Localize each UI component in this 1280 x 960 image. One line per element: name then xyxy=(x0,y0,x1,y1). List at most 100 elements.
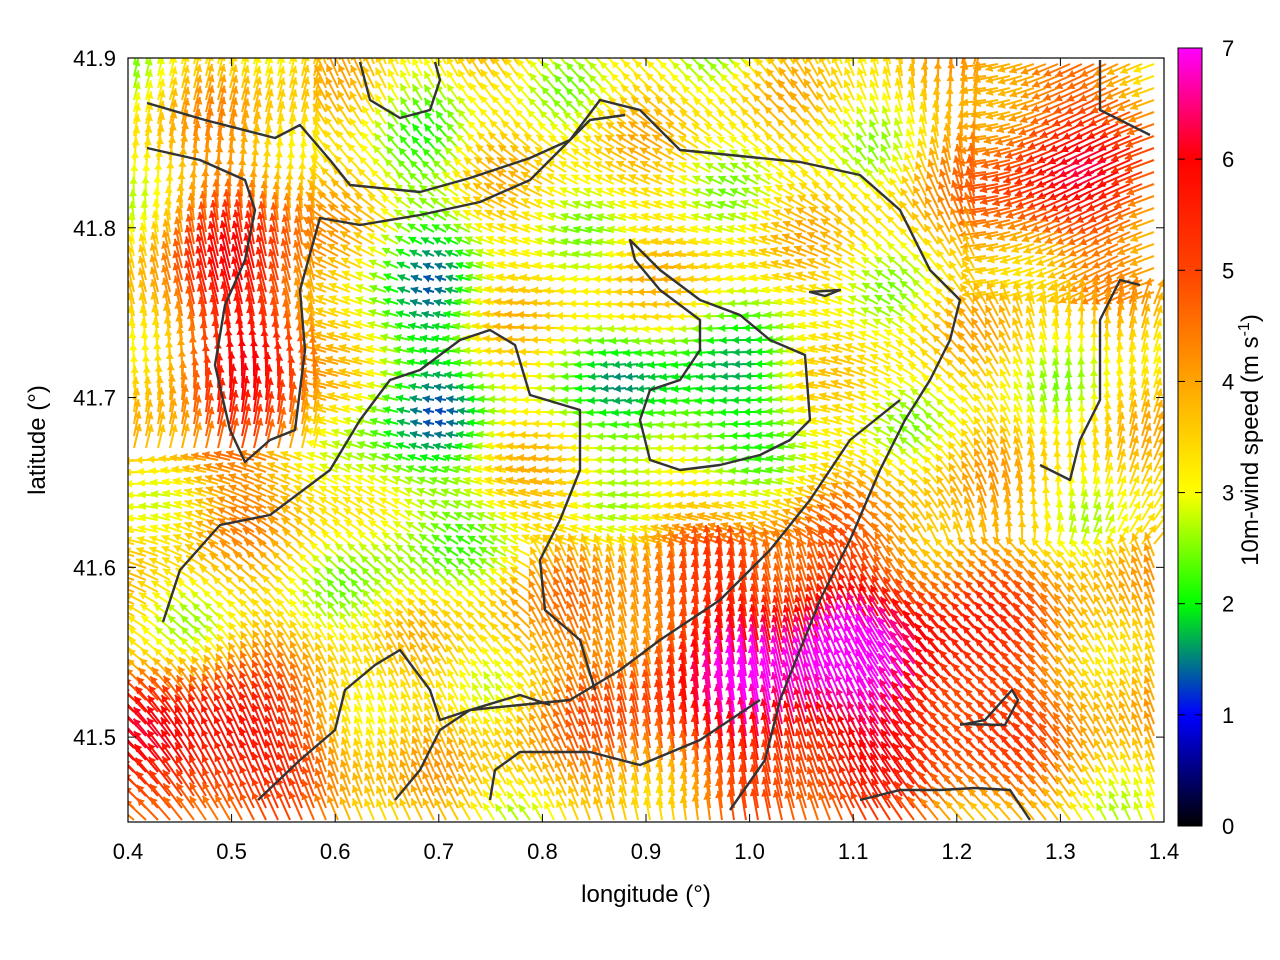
wind-arrow-head xyxy=(301,43,309,51)
wind-arrow-head xyxy=(627,134,636,142)
wind-arrow-head xyxy=(1090,226,1099,234)
wind-arrow-head xyxy=(436,44,443,52)
wind-arrow-head xyxy=(155,136,164,145)
wind-arrow-head xyxy=(375,80,383,89)
wind-arrow-head xyxy=(841,157,849,166)
wind-arrow-head xyxy=(421,160,430,169)
wind-arrow-head xyxy=(616,134,625,142)
wind-arrow-head xyxy=(869,119,877,128)
wind-arrow xyxy=(900,58,903,65)
wind-arrow-head xyxy=(991,174,1000,183)
wind-arrow-head xyxy=(941,145,950,154)
wind-arrow-head xyxy=(645,72,654,81)
wind-arrow-head xyxy=(431,224,440,232)
wind-arrow-head xyxy=(925,196,933,206)
wind-arrow-head xyxy=(218,85,227,94)
wind-arrow-head xyxy=(605,134,614,143)
wind-arrow-head xyxy=(348,130,357,139)
wind-arrow-head xyxy=(931,100,940,108)
wind-arrow-head xyxy=(915,161,923,170)
wind-arrow-head xyxy=(640,160,649,169)
wind-arrow xyxy=(429,58,435,65)
wind-arrow-head xyxy=(387,95,396,104)
wind-arrow-head xyxy=(618,109,627,117)
wind-arrow-head xyxy=(640,121,649,129)
wind-arrow-head xyxy=(573,213,582,221)
wind-arrow-head xyxy=(458,96,466,105)
wind-arrow-head xyxy=(717,123,726,131)
wind-arrow-head xyxy=(787,183,796,191)
wind-arrow-head xyxy=(753,94,761,103)
wind-arrow-head xyxy=(241,44,249,52)
wind-arrow-head xyxy=(985,64,994,72)
wind-arrow-head xyxy=(345,167,354,176)
wind-arrow-head xyxy=(950,193,958,202)
wind-arrow-head xyxy=(129,189,138,197)
wind-arrow-head xyxy=(337,77,345,86)
wind-arrow-head xyxy=(958,86,967,94)
wind-arrow-head xyxy=(369,181,378,190)
wind-arrow-head xyxy=(412,123,420,132)
wind-arrow-head xyxy=(546,186,555,194)
wind-arrow-head xyxy=(607,109,616,118)
wind-arrow-head xyxy=(329,191,338,200)
wind-arrow-head xyxy=(984,124,993,133)
wind-arrow-head xyxy=(1124,152,1133,161)
wind-arrow-head xyxy=(223,189,231,197)
wind-arrow xyxy=(961,58,965,65)
wind-arrow-head xyxy=(133,81,141,90)
wind-arrow-head xyxy=(629,212,638,221)
wind-arrow-head xyxy=(730,162,739,170)
wind-arrow-head xyxy=(254,65,262,74)
wind-arrow-head xyxy=(906,90,915,98)
wind-arrow-head xyxy=(972,86,981,95)
wind-arrow-head xyxy=(627,147,636,155)
wind-arrow-head xyxy=(641,212,649,221)
wind-arrow-head xyxy=(1021,79,1029,87)
wind-arrow-head xyxy=(452,210,461,218)
wind-arrow-head xyxy=(830,79,838,88)
wind-arrow-head xyxy=(1007,222,1016,231)
wind-arrow-head xyxy=(796,207,805,215)
wind-arrow-head xyxy=(596,110,605,118)
wind-arrow-head xyxy=(997,101,1006,109)
wind-arrow-head xyxy=(945,99,953,107)
wind-arrow xyxy=(825,58,831,65)
wind-arrow-head xyxy=(812,182,821,190)
wind-arrow-head xyxy=(982,148,991,157)
wind-arrow-head xyxy=(981,209,989,217)
wind-arrow-head xyxy=(818,58,826,64)
wind-arrow-head xyxy=(496,209,505,218)
wind-arrow-head xyxy=(618,225,626,234)
wind-arrow-head xyxy=(224,178,233,187)
wind-arrow-head xyxy=(302,88,310,97)
wind-arrow-head xyxy=(348,143,356,152)
wind-arrow-head xyxy=(995,221,1004,230)
wind-arrow-head xyxy=(489,120,498,129)
wind-arrow-head xyxy=(784,208,793,216)
wind-arrow-head xyxy=(963,206,971,215)
wind-arrow-head xyxy=(462,183,471,191)
wind-arrow xyxy=(559,58,567,65)
wind-arrow-head xyxy=(752,134,761,142)
wind-arrow-head xyxy=(946,74,955,82)
wind-arrow-head xyxy=(964,179,972,187)
wind-arrow-head xyxy=(201,169,210,177)
wind-arrow-head xyxy=(446,58,454,65)
wind-arrow-head xyxy=(205,42,213,50)
wind-arrow-head xyxy=(1055,81,1064,90)
wind-vector-field xyxy=(128,42,1164,821)
wind-arrow-head xyxy=(1101,213,1110,222)
wind-arrow-head xyxy=(813,170,822,178)
wind-arrow-head xyxy=(467,121,476,129)
wind-arrow-head xyxy=(336,130,344,139)
wind-arrow-head xyxy=(850,193,858,201)
wind-arrow-head xyxy=(444,147,453,155)
wind-arrow-head xyxy=(372,157,380,166)
wind-arrow xyxy=(477,58,483,65)
wind-arrow-head xyxy=(920,75,929,83)
wind-arrow xyxy=(181,58,185,65)
wind-arrow xyxy=(536,58,543,65)
wind-arrow-head xyxy=(726,224,735,233)
wind-arrow-head xyxy=(882,58,891,62)
